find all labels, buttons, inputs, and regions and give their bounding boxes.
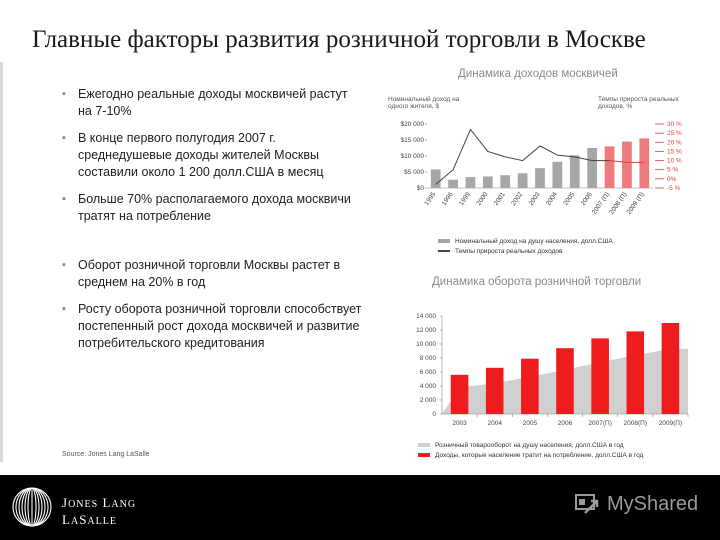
chart1-svg: $0 $5 000 $10 000 $15 000 $20 000 -5 % 0% 5 % 10… <box>401 121 683 216</box>
x-tick-label: 2008(П) <box>624 420 647 427</box>
x-tick-label: 2005 <box>523 420 538 427</box>
x-tick-label: 2009(П) <box>659 420 682 427</box>
y-tick-label: 4 000 <box>420 383 437 390</box>
jll-wordmark: JONES LANG LASALLE <box>62 495 137 527</box>
bullet-item: Ежегодно реальные доходы москвичей расту… <box>62 86 362 120</box>
chart2-legend-item: Розничный товарооборот на душу населения… <box>418 440 643 450</box>
x-tick-label: 2005 <box>562 191 576 207</box>
x-tick-label: 2003 <box>452 420 467 427</box>
y-tick-label: 12 000 <box>416 327 436 334</box>
chart2-svg: 0 2 000 4 000 6 000 8 000 10 000 12 000 14 000 2… <box>416 313 689 427</box>
chart2-bar <box>591 338 609 414</box>
chart2-bar <box>521 358 539 414</box>
legend-label: Доходы, которые население тратит на потр… <box>435 451 644 459</box>
chart1-line-forecast <box>609 160 645 163</box>
y-tick-label: 2 000 <box>420 397 437 404</box>
chart1-bar <box>535 168 545 188</box>
chart1-legend-item: Темпы прироста реальных доходов <box>438 246 613 256</box>
x-tick-label: 2003 <box>528 191 542 207</box>
y-tick-label: 0 <box>432 411 436 418</box>
y2-tick-label: -5 % <box>667 185 681 192</box>
chart1-bar <box>639 138 650 188</box>
x-tick-label: 2007(П) <box>588 420 611 427</box>
y2-tick-label: 20 % <box>667 139 682 146</box>
x-tick-label: 2006 <box>580 191 594 207</box>
chart1-right-caption: Темпы прироста реальных доходов, % <box>598 96 679 110</box>
chart1-line <box>435 128 610 185</box>
left-rule <box>0 62 3 462</box>
myshared-text: MyShared <box>607 492 699 515</box>
legend-label: Розничный товарооборот на душу населения… <box>435 441 624 449</box>
chart2-legend-item: Доходы, которые население тратит на потр… <box>418 450 643 460</box>
source-note: Source: Jones Lang LaSalle <box>62 451 150 458</box>
chart1-bar <box>569 155 580 188</box>
jll-logo-icon <box>12 487 52 527</box>
chart2-title: Динамика оборота розничной торговли <box>432 276 642 288</box>
y-tick-label: $0 <box>417 185 425 192</box>
chart1-bar <box>448 179 458 188</box>
x-tick-label: 2001 <box>493 191 507 207</box>
legend-label: Темпы прироста реальных доходов <box>455 247 563 255</box>
chart2-bar <box>556 348 574 414</box>
chart2-bar <box>626 331 645 414</box>
bullet-item: Оборот розничной торговли Москвы растет … <box>62 257 362 291</box>
legend-label: Номинальный доход на душу населения, дол… <box>455 237 613 245</box>
chart1-bar <box>430 169 441 188</box>
y-tick-label: $15 000 <box>401 137 425 144</box>
x-tick-label: 2004 <box>487 420 502 427</box>
y2-tick-label: 5 % <box>667 167 678 174</box>
chart1-bar <box>552 161 563 188</box>
y-tick-label: 8 000 <box>420 355 437 362</box>
myshared-watermark[interactable]: MyShared <box>575 491 698 517</box>
y-tick-label: 14 000 <box>416 313 436 320</box>
chart1-bar <box>500 175 511 188</box>
chart1-bar <box>517 173 528 188</box>
y2-tick-label: 30 % <box>667 121 682 128</box>
myshared-icon <box>575 494 599 514</box>
legend-swatch <box>418 443 430 447</box>
x-tick-label: 2004 <box>545 191 559 207</box>
legend-swatch <box>418 453 430 457</box>
chart1-bar <box>622 141 632 188</box>
chart1-left-caption: Номинальный доход на одного жителя, $ <box>388 96 460 110</box>
bullet-item: Росту оборота розничной торговли способс… <box>62 301 362 352</box>
chart1-bar <box>465 177 476 188</box>
chart1-title: Динамика доходов москвичей <box>458 68 618 80</box>
y2-tick-label: 15 % <box>667 148 682 155</box>
x-tick-label: 2009 (П) <box>626 191 646 216</box>
x-tick-label: 2002 <box>510 191 524 207</box>
y-tick-label: 10 000 <box>416 341 436 348</box>
bullet-item: Больше 70% располагаемого дохода москвич… <box>62 191 362 225</box>
y-tick-label: $10 000 <box>401 153 425 160</box>
y2-tick-label: 0% <box>667 176 677 183</box>
y-tick-label: $5 000 <box>404 169 424 176</box>
legend-swatch <box>438 239 450 243</box>
chart2-legend: Розничный товарооборот на душу населения… <box>418 440 643 460</box>
chart2-bar <box>450 374 469 414</box>
x-tick-label: 2000 <box>475 191 489 207</box>
x-tick-label: 2006 <box>558 420 573 427</box>
chart2-bar <box>661 323 680 414</box>
footer-bar: JONES LANG LASALLE MyShared <box>0 475 720 540</box>
y-tick-label: 6 000 <box>420 369 437 376</box>
x-tick-label: 1999 <box>458 191 472 207</box>
y-tick-label: $20 000 <box>401 121 425 128</box>
chart1-bar <box>604 146 615 188</box>
chart1-bar <box>482 176 493 188</box>
legend-swatch <box>438 250 450 252</box>
chart2-bar <box>485 367 504 414</box>
y2-tick-label: 10 % <box>667 158 682 165</box>
chart1-bar <box>587 148 598 188</box>
y2-tick-label: 25 % <box>667 130 682 137</box>
bullet-list: Ежегодно реальные доходы москвичей расту… <box>62 86 362 352</box>
x-tick-label: 1996 <box>441 191 455 207</box>
chart1-legend: Номинальный доход на душу населения, дол… <box>438 236 613 256</box>
slide-title: Главные факторы развития розничной торго… <box>32 26 646 53</box>
x-tick-label: 1995 <box>423 191 437 207</box>
bullet-item: В конце первого полугодия 2007 г. средне… <box>62 130 362 181</box>
chart1-legend-item: Номинальный доход на душу населения, дол… <box>438 236 613 246</box>
